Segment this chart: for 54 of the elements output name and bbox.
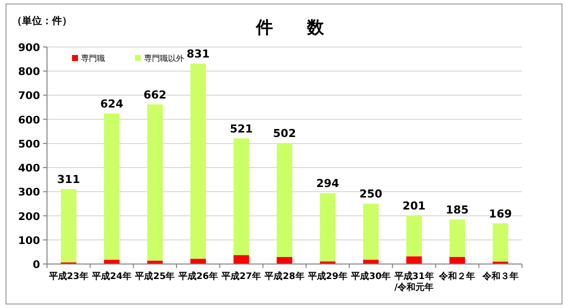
bar [363, 204, 379, 260]
total-label: 311 [57, 173, 80, 186]
bar [234, 255, 250, 264]
bar [60, 189, 76, 262]
y-tick-label: 500 [18, 138, 40, 150]
y-tick-label: 800 [18, 66, 40, 78]
y-tick-label: 400 [18, 162, 40, 175]
bar [147, 104, 163, 261]
bar [276, 142, 292, 258]
bar [276, 257, 292, 264]
y-tick-label: 900 [18, 42, 40, 54]
x-tick-label: 平成29年 [306, 271, 348, 282]
x-tick-label: 令和３年 [481, 271, 518, 282]
x-tick-label: 平成26年 [177, 271, 218, 282]
bar [104, 114, 120, 260]
bar [406, 256, 422, 264]
total-label: 624 [100, 98, 124, 111]
total-label: 185 [446, 203, 469, 216]
text: （単位：件） [12, 15, 72, 27]
bar [363, 260, 379, 264]
x-tick-label: 平成24年 [91, 271, 132, 282]
total-label: 502 [273, 126, 296, 140]
x-tick-label: 平成25年 [134, 271, 175, 282]
total-label: 521 [230, 122, 253, 136]
bar [406, 216, 422, 256]
x-tick-label: 平成23年 [48, 271, 88, 282]
total-label: 201 [402, 200, 426, 213]
x-tick-label: 平成31年 /令和元年 [393, 271, 434, 293]
bar [104, 260, 120, 264]
x-tick-label: 令和２年 [438, 271, 476, 282]
x-tick-label: 平成27年 [220, 271, 262, 282]
y-tick-label: 200 [18, 210, 40, 223]
y-tick-label: 0 [32, 259, 40, 271]
bar [449, 257, 465, 264]
total-label: 831 [186, 48, 210, 61]
y-tick-label: 600 [18, 114, 40, 126]
y-tick-label: 700 [18, 90, 40, 102]
bar [190, 64, 206, 259]
total-label: 250 [359, 188, 383, 201]
bar [190, 258, 206, 264]
x-tick-label: 平成30年 [350, 271, 391, 282]
total-label: 169 [488, 207, 512, 220]
legend-label: 専門職以外 [144, 54, 184, 63]
bar [320, 193, 336, 262]
total-label: 294 [316, 177, 340, 190]
total-label: 662 [143, 88, 166, 102]
bar [449, 219, 465, 258]
bar [492, 223, 508, 262]
y-tick-label: 100 [18, 234, 40, 247]
bar [234, 138, 250, 256]
x-tick-label: 平成28年 [264, 271, 304, 282]
legend-label: 専門職 [81, 54, 105, 63]
chart-title: 件 数 [255, 18, 325, 38]
y-tick-label: 300 [18, 186, 40, 199]
